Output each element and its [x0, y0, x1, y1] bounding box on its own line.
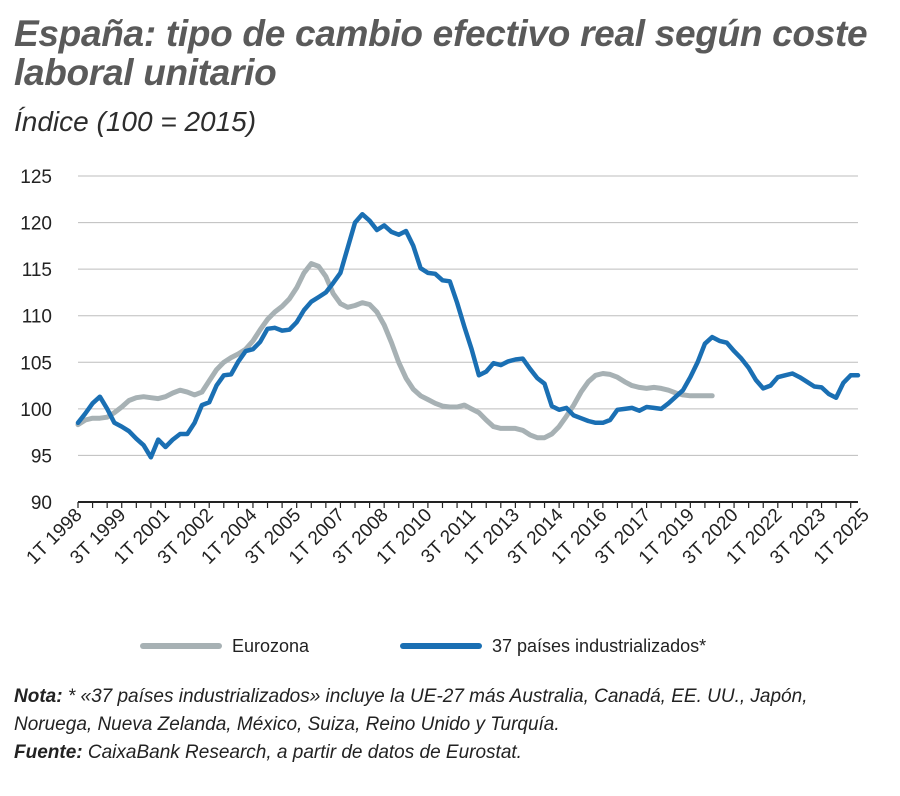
- series-line-eurozona: [75, 261, 715, 441]
- note-line: Nota: * «37 países industrializados» inc…: [14, 683, 889, 739]
- legend-label: Eurozona: [232, 636, 310, 656]
- y-tick-label: 100: [20, 400, 52, 421]
- series-lines: [75, 211, 861, 460]
- legend-item-eurozona: Eurozona: [140, 636, 310, 656]
- y-tick-label: 110: [22, 307, 52, 328]
- x-axis-tick-marks: [77, 502, 852, 508]
- note-label: Nota:: [14, 686, 63, 707]
- y-tick-label: 125: [20, 167, 52, 188]
- y-tick-label: 105: [20, 353, 52, 374]
- note-text: * «37 países industrializados» incluye l…: [14, 686, 808, 735]
- legend: Eurozona 37 países industrializados*: [140, 636, 706, 656]
- source-label: Fuente:: [14, 742, 83, 763]
- y-tick-label: 120: [20, 214, 52, 235]
- legend-label: 37 países industrializados*: [492, 636, 706, 656]
- legend-item-37-paises: 37 países industrializados*: [400, 636, 706, 656]
- gridlines: [78, 175, 858, 456]
- series-line-37-paises: [75, 211, 861, 460]
- chart-title: España: tipo de cambio efectivo real seg…: [14, 13, 868, 93]
- y-axis-tick-labels: 90 95 100 105 110 115 120 125: [20, 167, 52, 514]
- footnote: Nota: * «37 países industrializados» inc…: [14, 683, 889, 767]
- source-line: Fuente: CaixaBank Research, a partir de …: [14, 739, 889, 767]
- y-tick-label: 90: [31, 493, 52, 514]
- source-text: CaixaBank Research, a partir de datos de…: [82, 742, 522, 763]
- y-tick-label: 115: [22, 260, 52, 281]
- y-tick-label: 95: [31, 446, 52, 467]
- chart-subtitle: Índice (100 = 2015): [14, 106, 257, 137]
